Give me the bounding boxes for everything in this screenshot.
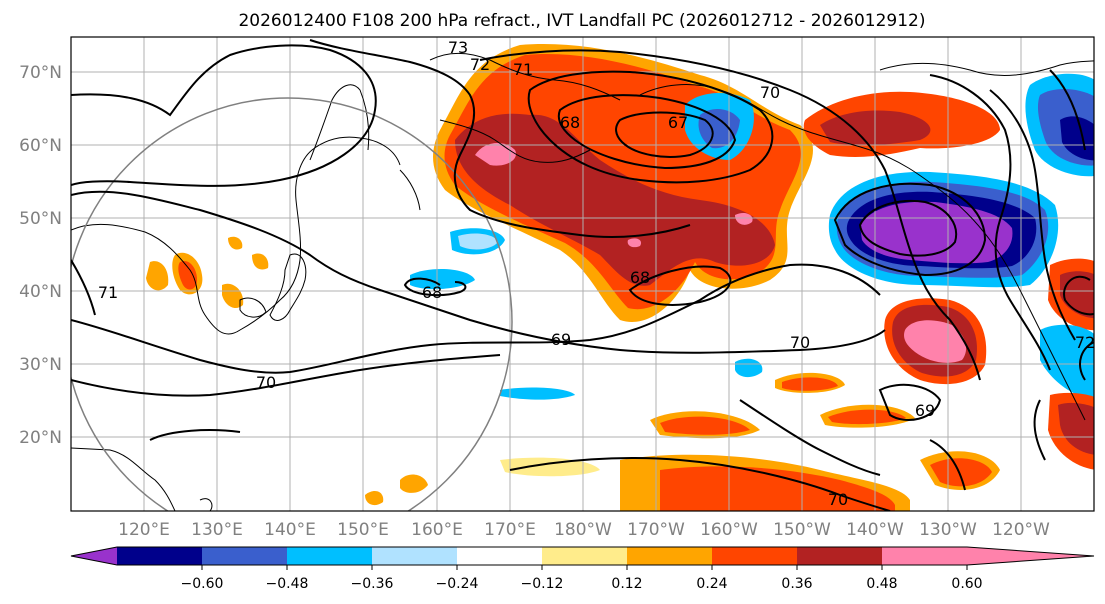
colorbar: −0.60 −0.48 −0.36 −0.24 −0.12 0.12 0.24 …: [70, 546, 1095, 592]
colorbar-segment: [117, 547, 202, 565]
lon-label: 120°E: [118, 520, 170, 540]
lon-label: 150°W: [773, 520, 831, 540]
lon-label: 160°W: [700, 520, 758, 540]
lon-label: 120°W: [992, 520, 1050, 540]
contour-label: 70: [760, 83, 780, 102]
colorbar-segment: [797, 547, 882, 565]
contour-label: 68: [630, 268, 650, 287]
contour-label: 71: [98, 283, 118, 302]
colorbar-tick: −0.24: [436, 576, 479, 592]
contour-label: 69: [915, 401, 935, 420]
lon-label: 170°E: [484, 520, 536, 540]
contour-label: 69: [551, 330, 571, 349]
colorbar-segment: [372, 547, 457, 565]
colorbar-tick: 0.24: [696, 576, 727, 592]
refractivity-contours: [71, 39, 1094, 511]
lat-label: 50°N: [19, 209, 62, 229]
lat-label: 20°N: [19, 428, 62, 448]
colorbar-tick: 0.48: [866, 576, 897, 592]
contour-label: 70: [790, 333, 810, 352]
colorbar-tick: 0.60: [951, 576, 982, 592]
contour-label: 68: [560, 113, 580, 132]
colorbar-tick: 0.12: [611, 576, 642, 592]
lon-label: 130°E: [191, 520, 243, 540]
contour-label: 72: [470, 55, 490, 74]
map-area: 73 72 71 70 67 68 68 68 69 70 70 69 70 7…: [71, 37, 1095, 511]
lat-label: 70°N: [19, 63, 62, 83]
lon-label: 180°W: [554, 520, 612, 540]
longitude-labels: 120°E 130°E 140°E 150°E 160°E 170°E 180°…: [118, 520, 1050, 540]
latitude-labels: 70°N 60°N 50°N 40°N 30°N 20°N: [19, 63, 62, 448]
colorbar-tick: −0.60: [181, 576, 224, 592]
map-title: 2026012400 F108 200 hPa refract., IVT La…: [238, 11, 925, 31]
colorbar-tick: 0.36: [781, 576, 812, 592]
lon-label: 160°E: [411, 520, 463, 540]
graticule: [71, 37, 1094, 511]
range-circle: [71, 97, 513, 511]
colorbar-segment: [882, 547, 967, 565]
contour-label: 70: [828, 490, 848, 509]
colorbar-segment: [202, 547, 287, 565]
contour-label: 70: [256, 373, 276, 392]
anomaly-shading: [146, 44, 1094, 511]
lat-label: 60°N: [19, 136, 62, 156]
colorbar-tick: −0.48: [266, 576, 309, 592]
contour-label: 71: [513, 60, 533, 79]
lat-label: 30°N: [19, 355, 62, 375]
map-frame: [70, 36, 1095, 512]
lon-label: 170°W: [627, 520, 685, 540]
contour-label: 72: [1075, 333, 1095, 352]
colorbar-segment: [457, 547, 542, 565]
contour-label: 73: [448, 38, 468, 57]
lon-label: 130°W: [919, 520, 977, 540]
contour-label: 67: [668, 113, 688, 132]
colorbar-tick: −0.12: [521, 576, 564, 592]
contour-label: 68: [422, 283, 442, 302]
colorbar-segment: [287, 547, 372, 565]
colorbar-segment: [712, 547, 797, 565]
contour-labels: 73 72 71 70 67 68 68 68 69 70 70 69 70 7…: [98, 38, 1095, 509]
colorbar-extend-high: [967, 547, 1094, 565]
colorbar-segment: [627, 547, 712, 565]
colorbar-tick: −0.36: [351, 576, 394, 592]
lon-label: 140°W: [846, 520, 904, 540]
lon-label: 140°E: [264, 520, 316, 540]
lat-label: 40°N: [19, 282, 62, 302]
colorbar-extend-low: [71, 547, 117, 565]
colorbar-segment: [542, 547, 627, 565]
lon-label: 150°E: [337, 520, 389, 540]
